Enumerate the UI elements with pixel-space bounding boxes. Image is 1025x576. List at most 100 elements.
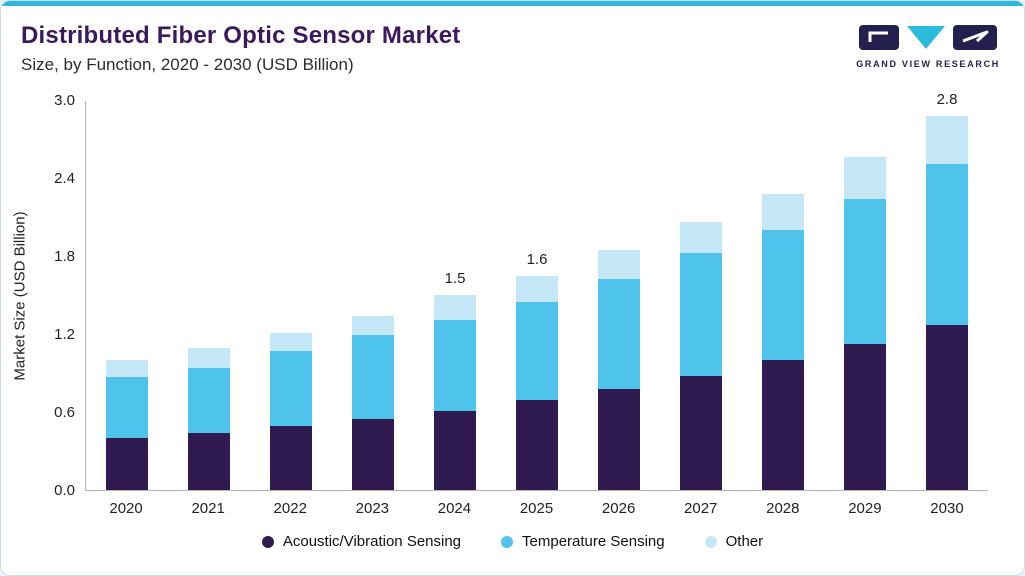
x-tick-label: 2021 [191,500,225,517]
top-accent-bar [1,1,1024,6]
bar-slot: 1.5 [414,101,496,490]
x-axis-labels: 2020 2021 2022 2023 2024 2025 2026 2027 2028 2029… [85,500,988,517]
bar-segment [762,230,804,360]
x-tick-label: 2026 [601,500,636,517]
stacked-bar-2023 [352,315,394,490]
y-tick-label: 3.0 [54,92,75,109]
x-tick-label: 2022 [273,500,307,517]
bar-segment [926,115,968,164]
legend-item: Acoustic/Vibration Sensing [261,533,462,550]
bar-segment [188,367,230,433]
bar-segment [598,249,640,280]
stacked-bar-2027 [680,222,722,490]
bar-slot: 1.6 [496,101,578,490]
gvr-logo-icon [859,25,998,50]
x-tick-label: 2024 [437,500,472,517]
x-tick-label: 2025 [519,500,554,517]
bar-segment [516,275,558,302]
bar-segment [106,376,148,438]
x-tick-label: 2027 [684,500,718,517]
bar-segment [844,157,886,199]
stacked-bar-2026 [598,249,640,490]
bar-slot [824,101,906,490]
title-block: Distributed Fiber Optic Sensor Market Si… [21,22,460,75]
bar-segment [762,193,804,230]
bar-segment [270,426,312,490]
bar-segment [106,438,148,490]
bar-segment [844,344,886,490]
bar-segment [680,222,722,254]
bar-value-label: 2.8 [936,90,958,108]
legend-swatch-icon [704,535,717,548]
bar-segment [762,360,804,490]
stacked-bar-2024 [434,295,476,490]
y-axis-title: Market Size (USD Billion) [11,211,29,381]
x-tick-label: 2030 [930,500,964,517]
y-tick-label: 1.2 [54,326,75,343]
x-tick-label: 2020 [109,500,143,517]
y-tick-label: 1.8 [54,248,75,265]
x-tick-label: 2029 [848,500,882,517]
legend-label: Acoustic/Vibration Sensing [282,533,462,550]
bar-segment [680,375,722,490]
bar-segment [106,360,148,377]
stacked-bar-2030 [926,115,968,490]
bar-segment [270,350,312,427]
bar-segment [270,332,312,351]
bar-value-label: 1.5 [444,270,466,287]
chart-area: Market Size (USD Billion) 0.0 0.6 1.2 1.8 2.… [1,91,1024,517]
bar-value-label: 1.6 [526,250,548,268]
bar-slot: 2.8 [906,91,988,490]
chart-header: Distributed Fiber Optic Sensor Market Si… [1,6,1024,75]
bar-segment [598,279,640,389]
stacked-bar-2020 [106,360,148,490]
bar-slot [660,101,742,490]
stacked-bar-2028 [762,193,804,490]
y-tick-label: 0.6 [54,404,75,421]
legend-label: Other [725,533,764,550]
x-tick-label: 2023 [355,500,390,517]
bar-segment [516,301,558,401]
bar-slot [168,101,250,490]
chart-subtitle: Size, by Function, 2020 - 2030 (USD Bill… [21,55,354,74]
bar-segment [680,253,722,376]
bar-segment [188,432,230,490]
legend-item: Other [704,533,764,550]
chart-title: Distributed Fiber Optic Sensor Market [21,22,461,49]
plot-region: 1.5 1.6 2.8 [85,91,988,491]
bar-segment [926,163,968,325]
bar-segment [188,348,230,368]
bar-segment [352,418,394,490]
bar-segment [598,388,640,490]
bar-segment [352,315,394,336]
stacked-bar-2025 [516,275,558,490]
bar-slot [332,101,414,490]
bar-segment [516,400,558,490]
bar-segment [844,198,886,345]
legend-swatch-icon [261,535,274,548]
bar-segment [434,295,476,320]
gvr-logo-text: GRAND VIEW RESEARCH [856,59,1000,69]
legend-label: Temperature Sensing [522,533,665,550]
stacked-bar-2022 [270,332,312,490]
stacked-bar-2029 [844,157,886,490]
bar-slot [86,101,168,490]
x-tick-label: 2028 [766,500,800,517]
stacked-bar-2021 [188,348,230,490]
legend-swatch-icon [501,535,514,548]
chart-legend: Acoustic/Vibration Sensing Temperature Se… [1,533,1024,550]
y-tick-label: 2.4 [54,170,75,187]
bar-slot [250,101,332,490]
y-axis-ticks: 0.0 0.6 1.2 1.8 2.4 3.0 [39,92,85,499]
bar-segment [352,335,394,419]
bar-segment [926,324,968,490]
y-tick-label: 0.0 [54,482,75,499]
bar-slot [578,101,660,490]
bar-segment [434,410,476,490]
bar-segment [434,319,476,411]
gvr-logo: GRAND VIEW RESEARCH [856,22,1000,69]
plot-column: 1.5 1.6 2.8 2020 2021 2022 2023 2024 2025 2026 20… [85,91,988,517]
bar-slot [742,101,824,490]
legend-item: Temperature Sensing [501,533,665,550]
